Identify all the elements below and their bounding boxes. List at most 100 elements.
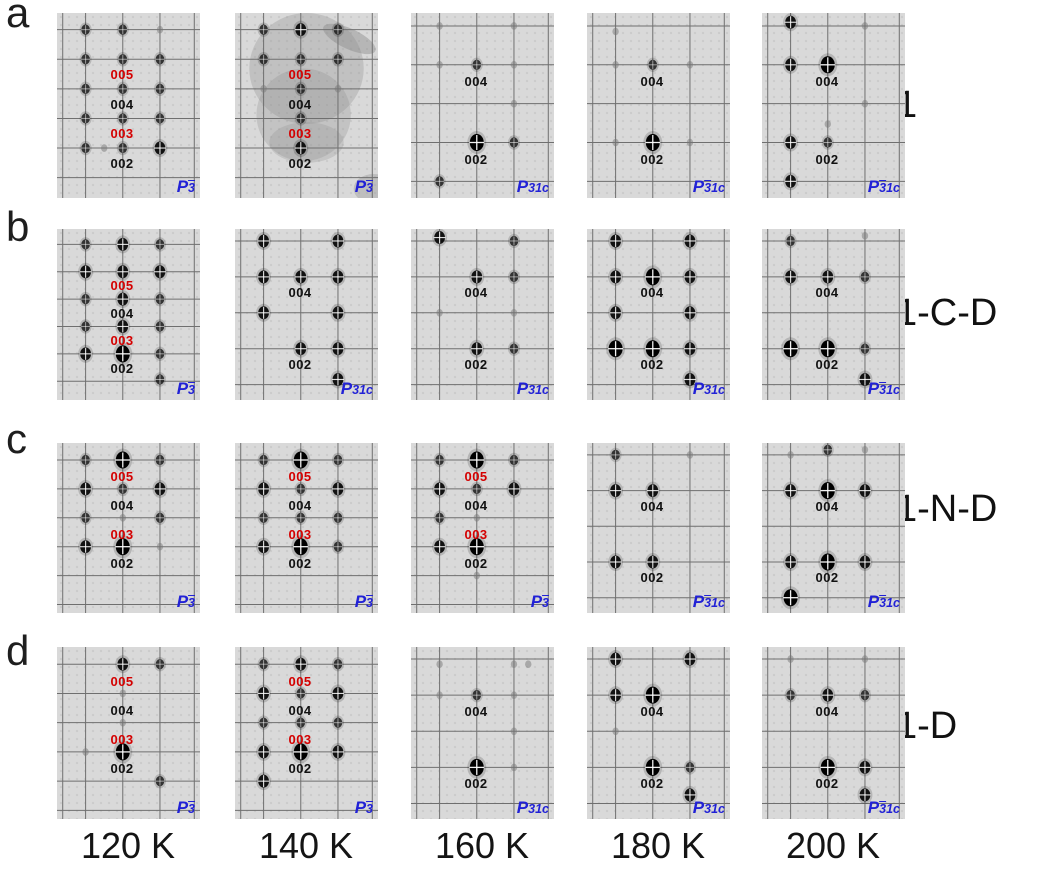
reflection-label-004: 004 <box>815 703 839 719</box>
space-group-label: P31c <box>516 798 549 817</box>
reflection-label-005: 005 <box>110 469 134 485</box>
space-group-label: P31c <box>692 379 725 398</box>
temperature-label-180k: 180 K <box>610 825 706 866</box>
diffraction-panel-b-140K: 004 002 P31c <box>235 229 378 400</box>
reflection-label-004: 004 <box>464 285 488 301</box>
diffraction-panel-d-180K: 004 002 P31c <box>587 647 730 819</box>
reflection-label-002: 002 <box>464 555 488 571</box>
reflection-label-004: 004 <box>640 285 664 301</box>
reflection-label-005: 005 <box>288 469 312 485</box>
reflection-label-004: 004 <box>815 285 839 301</box>
diffraction-panel-a-160K: 004 002 P31c <box>411 13 554 198</box>
space-group-label: P3 <box>176 798 195 817</box>
reflection-label-004: 004 <box>288 96 312 112</box>
reflection-label-002: 002 <box>110 155 134 171</box>
reflection-label-004: 004 <box>640 74 664 90</box>
temperature-label-140k: 140 K <box>258 825 354 866</box>
space-group-label: P3 <box>176 379 195 398</box>
diffraction-image <box>762 229 905 400</box>
compound-label-1-d: 1-D <box>896 705 958 747</box>
diffraction-image <box>57 229 200 400</box>
diffraction-panel-d-160K: 004 002 P31c <box>411 647 554 819</box>
reflection-label-003: 003 <box>110 126 134 142</box>
diffraction-panel-a-180K: 004 002 P31c <box>587 13 730 198</box>
reflection-label-004: 004 <box>464 703 488 719</box>
temperature-label-120k: 120 K <box>80 825 176 866</box>
reflection-label-003: 003 <box>288 526 312 542</box>
diffraction-image <box>411 443 554 613</box>
compound-label-1-n-d: 1-N-D <box>896 488 998 530</box>
reflection-label-005: 005 <box>110 278 134 294</box>
reflection-label-003: 003 <box>288 126 312 142</box>
temperature-label-160k: 160 K <box>434 825 530 866</box>
reflection-label-002: 002 <box>815 775 839 791</box>
reflection-label-002: 002 <box>288 761 312 777</box>
reflection-label-004: 004 <box>815 498 839 514</box>
reflection-label-004: 004 <box>815 74 839 90</box>
reflection-label-004: 004 <box>110 702 134 718</box>
diffraction-image <box>235 443 378 613</box>
reflection-label-002: 002 <box>464 357 488 373</box>
reflection-label-003: 003 <box>110 526 134 542</box>
diffraction-panel-c-180K: 004 002 P31c <box>587 443 730 613</box>
reflection-label-002: 002 <box>288 357 312 373</box>
diffraction-image <box>587 229 730 400</box>
diffraction-panel-a-200K: 004 002 P31c <box>762 13 905 198</box>
reflection-label-002: 002 <box>640 570 664 586</box>
space-group-label: P3 <box>354 177 373 196</box>
space-group-label: P31c <box>867 379 900 398</box>
reflection-label-005: 005 <box>110 673 134 689</box>
reflection-label-002: 002 <box>110 555 134 571</box>
reflection-label-004: 004 <box>110 305 134 321</box>
diffraction-panel-b-200K: 004 002 P31c <box>762 229 905 400</box>
reflection-label-002: 002 <box>815 152 839 168</box>
space-group-label: P3 <box>354 592 373 611</box>
diffraction-panel-a-120K: 005 004 003 002 P3 <box>57 13 200 198</box>
reflection-label-004: 004 <box>288 702 312 718</box>
diffraction-image <box>587 647 730 819</box>
diffraction-panel-b-120K: 005 004 003 002 P3 <box>57 229 200 400</box>
space-group-label: P31c <box>692 177 725 196</box>
space-group-label: P3 <box>354 798 373 817</box>
diffraction-image <box>411 647 554 819</box>
space-group-label: P31c <box>516 379 549 398</box>
reflection-label-002: 002 <box>464 775 488 791</box>
diffraction-image <box>587 443 730 613</box>
diffraction-image <box>411 229 554 400</box>
diffraction-panel-b-180K: 004 002 P31c <box>587 229 730 400</box>
space-group-label: P31c <box>867 177 900 196</box>
reflection-label-005: 005 <box>464 469 488 485</box>
reflection-label-002: 002 <box>815 357 839 373</box>
reflection-label-003: 003 <box>288 732 312 748</box>
reflection-label-004: 004 <box>288 498 312 514</box>
reflection-label-004: 004 <box>640 498 664 514</box>
diffraction-image <box>762 443 905 613</box>
diffraction-panel-c-160K: 005 004 003 002 P3 <box>411 443 554 613</box>
reflection-label-005: 005 <box>288 67 312 83</box>
reflection-label-002: 002 <box>640 775 664 791</box>
diffraction-image <box>235 13 378 198</box>
diffraction-panel-d-140K: 005 004 003 002 P3 <box>235 647 378 819</box>
space-group-label: P3 <box>176 177 195 196</box>
reflection-label-002: 002 <box>640 357 664 373</box>
diffraction-panel-b-160K: 004 002 P31c <box>411 229 554 400</box>
reflection-label-002: 002 <box>110 360 134 376</box>
diffraction-image <box>57 443 200 613</box>
reflection-label-004: 004 <box>110 498 134 514</box>
diffraction-image <box>235 647 378 819</box>
diffraction-image <box>411 13 554 198</box>
panel-letter-a: a <box>6 0 30 36</box>
diffraction-panel-c-120K: 005 004 003 002 P3 <box>57 443 200 613</box>
diffraction-image <box>762 13 905 198</box>
reflection-label-002: 002 <box>815 570 839 586</box>
panel-letter-c: c <box>6 415 27 462</box>
diffraction-image <box>57 647 200 819</box>
diffraction-panel-a-140K: 005 004 003 002 P3 <box>235 13 378 198</box>
diffraction-image <box>762 647 905 819</box>
reflection-label-003: 003 <box>110 732 134 748</box>
space-group-label: P31c <box>516 177 549 196</box>
panel-letter-d: d <box>6 627 30 674</box>
reflection-label-002: 002 <box>110 761 134 777</box>
temperature-label-200k: 200 K <box>785 825 881 866</box>
space-group-label: P3 <box>176 592 195 611</box>
